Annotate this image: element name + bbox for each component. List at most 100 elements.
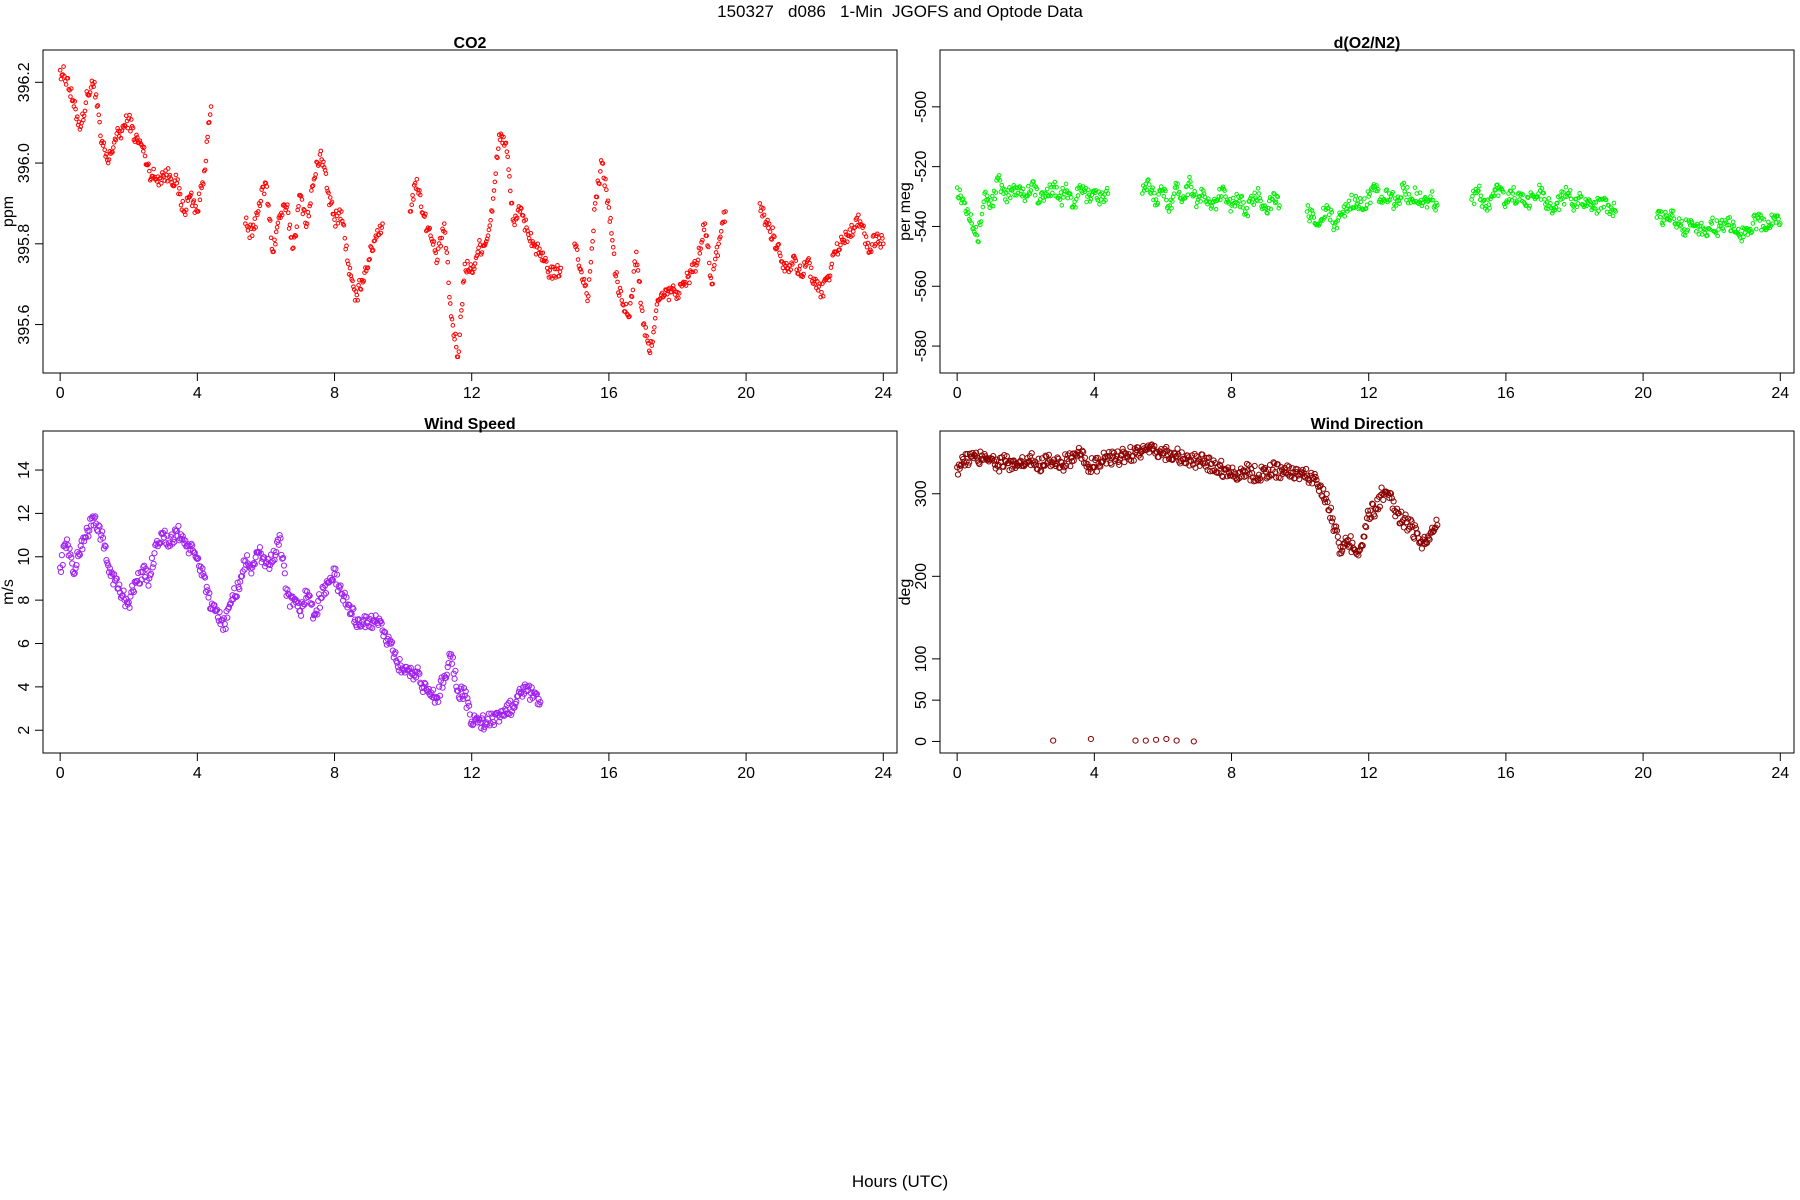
x-tick-label: 20 xyxy=(737,385,755,402)
data-point xyxy=(432,248,438,253)
data-point xyxy=(1327,504,1335,511)
data-point xyxy=(76,119,82,125)
data-point xyxy=(95,522,102,529)
data-point xyxy=(530,239,535,244)
data-point xyxy=(1610,213,1616,219)
data-point xyxy=(201,181,206,187)
data-point xyxy=(1201,460,1209,467)
data-point xyxy=(609,231,614,236)
data-point xyxy=(1351,205,1357,210)
data-point xyxy=(1176,460,1184,467)
data-point xyxy=(1470,194,1475,199)
data-point xyxy=(189,190,194,196)
data-point xyxy=(465,258,470,264)
data-point xyxy=(128,589,135,596)
data-point xyxy=(94,104,100,109)
x-tick-label: 8 xyxy=(1227,385,1236,402)
data-point xyxy=(638,300,643,306)
data-point xyxy=(211,602,218,609)
data-point xyxy=(344,243,349,249)
data-point xyxy=(475,249,481,255)
data-point xyxy=(253,225,258,230)
data-point xyxy=(1334,533,1341,540)
data-point xyxy=(1153,197,1159,202)
data-point xyxy=(279,212,285,218)
y-tick-label: 6 xyxy=(16,639,33,648)
data-point xyxy=(1222,188,1227,193)
data-point xyxy=(1078,455,1085,462)
data-point xyxy=(297,612,305,619)
data-point xyxy=(248,570,255,577)
x-tick-label: 0 xyxy=(56,385,65,402)
data-point xyxy=(379,225,384,230)
data-point xyxy=(355,298,360,303)
data-point xyxy=(369,624,376,632)
data-point xyxy=(337,582,344,589)
data-point xyxy=(322,590,330,597)
data-point xyxy=(1076,452,1083,459)
data-point xyxy=(1584,203,1589,209)
data-point xyxy=(1059,203,1065,208)
data-point xyxy=(683,283,689,288)
chart-title: CO2 xyxy=(454,35,487,52)
data-point xyxy=(286,226,292,231)
data-point xyxy=(1375,493,1383,500)
data-point xyxy=(715,253,721,258)
data-point xyxy=(973,224,979,230)
data-point xyxy=(329,576,336,584)
data-point xyxy=(623,301,629,307)
y-tick-label: -520 xyxy=(913,151,930,183)
data-point xyxy=(195,209,201,214)
y-tick-label: 395.6 xyxy=(16,304,33,344)
data-point xyxy=(1198,199,1203,204)
data-point xyxy=(277,535,284,542)
data-point xyxy=(1268,206,1274,212)
y-tick-label: -500 xyxy=(913,91,930,123)
data-point xyxy=(1429,524,1436,531)
data-point xyxy=(89,513,96,520)
data-point xyxy=(847,227,853,232)
data-point xyxy=(1476,188,1481,193)
data-point xyxy=(1435,203,1440,208)
data-point xyxy=(407,664,414,671)
data-point xyxy=(716,241,721,247)
data-point xyxy=(436,692,444,699)
data-point xyxy=(333,224,338,229)
data-point xyxy=(130,588,137,596)
data-point xyxy=(1269,196,1275,201)
data-point xyxy=(1329,515,1336,522)
y-axis-label: m/s xyxy=(0,579,17,605)
data-point xyxy=(227,600,234,607)
data-point xyxy=(341,222,347,228)
data-point xyxy=(1060,185,1065,191)
data-point xyxy=(969,221,975,226)
data-point xyxy=(676,290,682,296)
data-point xyxy=(1738,231,1744,237)
data-point xyxy=(535,695,542,703)
data-point xyxy=(676,295,681,301)
data-point xyxy=(1495,193,1501,198)
data-point xyxy=(358,623,365,630)
data-point xyxy=(1571,208,1576,213)
data-point xyxy=(1161,193,1167,199)
data-point xyxy=(816,284,822,289)
data-point xyxy=(1270,197,1275,202)
data-point xyxy=(161,527,168,534)
data-point xyxy=(490,721,498,729)
data-point xyxy=(1171,191,1177,196)
data-point xyxy=(1081,454,1089,461)
data-point xyxy=(686,273,691,279)
data-point xyxy=(1169,205,1174,211)
data-point xyxy=(1248,196,1253,201)
data-point xyxy=(1745,232,1750,237)
data-point xyxy=(452,667,459,674)
data-point xyxy=(1391,206,1396,211)
data-point xyxy=(792,255,798,261)
x-tick-label: 16 xyxy=(1497,765,1515,782)
data-point xyxy=(448,660,456,667)
data-point xyxy=(800,274,805,280)
data-point xyxy=(81,113,87,119)
data-point xyxy=(429,236,434,242)
data-point xyxy=(462,688,469,695)
data-point xyxy=(1369,500,1376,507)
